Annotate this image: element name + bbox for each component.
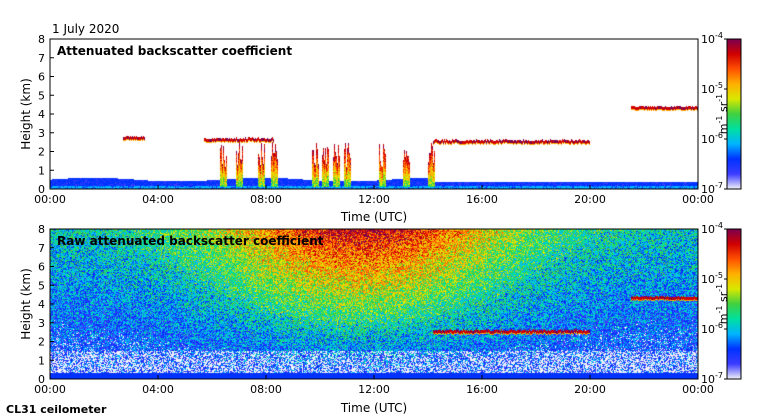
heatmap-image [50,229,698,379]
colorbar: 10-410-510-610-7m-1 sr-1 [701,221,742,386]
raw-backscatter-heatmap [50,229,698,379]
backscatter-panel: Attenuated backscatter coefficient 00:00… [19,31,742,224]
x-tick-label: 12:00 [358,383,390,396]
colorbar-tick-label: 10-7 [701,181,723,196]
colorbar: 10-410-510-610-7m-1 sr-1 [701,31,742,196]
x-tick-label: 00:00 [34,193,66,206]
x-axis-label: Time (UTC) [340,210,407,224]
y-tick-label: 7 [38,242,45,255]
colorbar-tick-label: 10-4 [701,31,723,46]
y-axis: 0 1 2 3 4 5 6 7 8 [38,33,54,196]
x-axis-label: Time (UTC) [340,401,407,415]
y-tick-label: 8 [38,223,45,236]
raw-backscatter-panel: Raw attenuated backscatter coefficient 0… [19,221,742,415]
y-tick-label: 5 [38,89,45,102]
x-tick-label: 20:00 [574,193,606,206]
x-tick-label: 16:00 [466,193,498,206]
panel-title: Attenuated backscatter coefficient [57,44,292,58]
colorbar-scale [726,38,742,190]
y-tick-label: 6 [38,261,45,274]
x-tick-label: 04:00 [142,193,174,206]
y-tick-label: 3 [38,127,45,140]
colorbar-tick-label: 10-7 [701,371,723,386]
date-label: 1 July 2020 [52,22,119,36]
y-tick-label: 5 [38,279,45,292]
y-tick-label: 2 [38,336,45,349]
panel-title: Raw attenuated backscatter coefficient [57,234,324,248]
x-tick-label: 08:00 [250,193,282,206]
colorbar-unit: m-1 sr-1 [715,284,730,324]
y-tick-label: 0 [38,183,45,196]
colorbar-tick-label: 10-4 [701,221,723,236]
y-tick-label: 4 [38,298,45,311]
x-tick-label: 08:00 [250,383,282,396]
x-tick-label: 12:00 [358,193,390,206]
x-tick-label: 04:00 [142,383,174,396]
y-axis-label: Height (km) [19,268,33,339]
y-axis: 0 1 2 3 4 5 6 7 8 [38,223,54,386]
x-tick-label: 00:00 [682,193,714,206]
y-axis-label: Height (km) [19,78,33,149]
y-tick-label: 8 [38,33,45,46]
colorbar-scale [726,228,742,380]
x-tick-label: 00:00 [682,383,714,396]
y-tick-label: 7 [38,52,45,65]
heatmap-image [50,39,698,189]
y-tick-label: 0 [38,373,45,386]
y-tick-label: 1 [38,164,45,177]
instrument-label: CL31 ceilometer [6,403,107,416]
colorbar-tick-label: 10-5 [701,81,723,96]
x-axis: 00:00 04:00 08:00 12:00 16:00 20:00 00:00 [34,185,714,206]
x-axis: 00:00 04:00 08:00 12:00 16:00 20:00 00:00 [34,375,714,396]
y-tick-label: 2 [38,146,45,159]
colorbar-tick-label: 10-5 [701,271,723,286]
backscatter-heatmap [50,39,698,189]
x-tick-label: 00:00 [34,383,66,396]
y-tick-label: 6 [38,71,45,84]
y-tick-label: 1 [38,354,45,367]
y-tick-label: 4 [38,108,45,121]
colorbar-unit: m-1 sr-1 [715,94,730,134]
y-tick-label: 3 [38,317,45,330]
x-tick-label: 16:00 [466,383,498,396]
x-tick-label: 20:00 [574,383,606,396]
